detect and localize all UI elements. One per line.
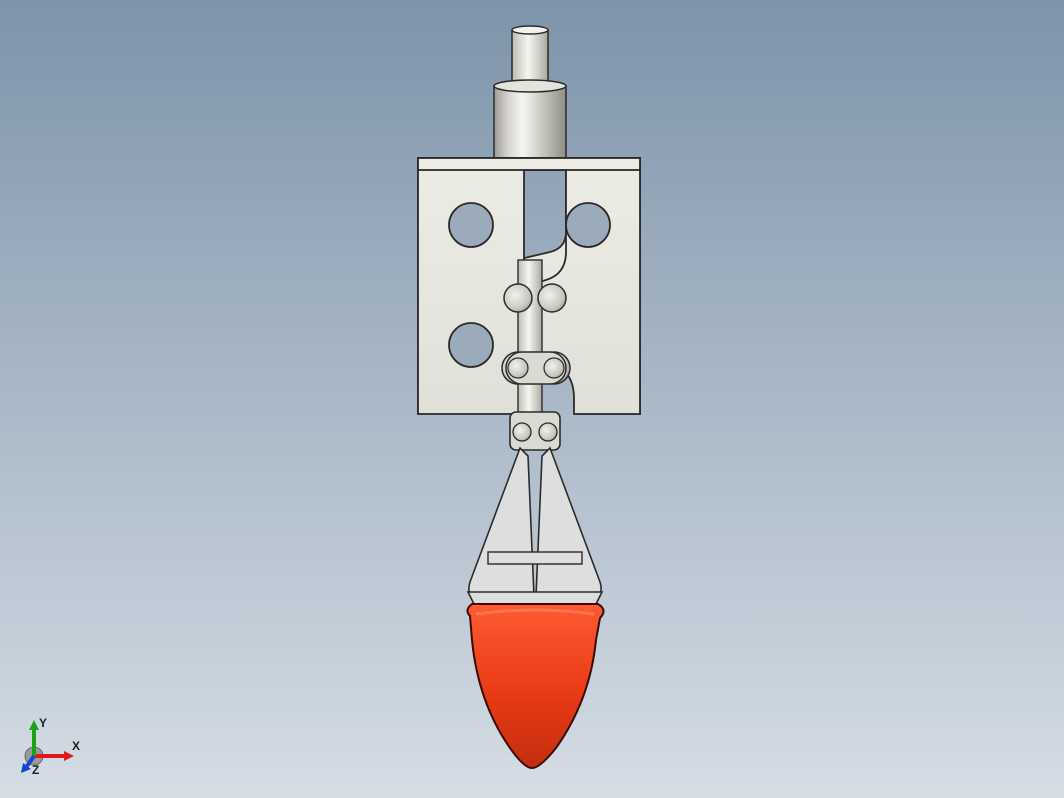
orientation-triad[interactable]: X Y Z: [14, 716, 84, 776]
linkage: [502, 260, 570, 450]
bracket-hole: [449, 203, 493, 247]
handle-grip: [467, 604, 603, 768]
triad-x-label: X: [72, 739, 80, 753]
triad-z-label: Z: [32, 763, 39, 776]
bracket-hole: [566, 203, 610, 247]
plunger-shaft: [512, 26, 548, 88]
model-render: [0, 0, 1064, 798]
handle-arms: [468, 448, 602, 624]
bracket-hole: [449, 323, 493, 367]
cad-viewport[interactable]: X Y Z: [0, 0, 1064, 798]
triad-y-label: Y: [39, 716, 47, 730]
plunger-collar: [494, 80, 566, 162]
